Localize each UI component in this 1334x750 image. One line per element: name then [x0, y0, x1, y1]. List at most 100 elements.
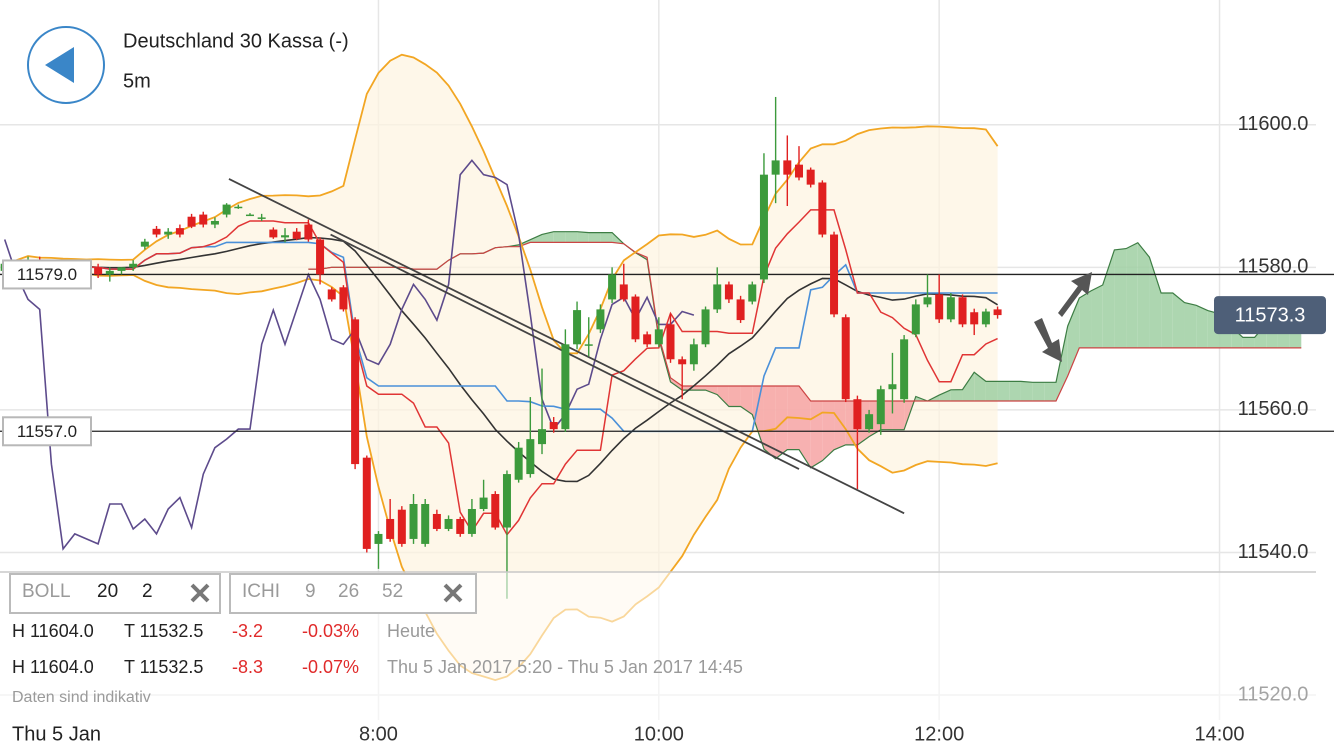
- candle-body: [806, 169, 815, 185]
- candle-body: [830, 234, 839, 315]
- candle-body: [432, 513, 441, 529]
- ichimoku-cloud: [1055, 326, 1068, 401]
- candle-body: [584, 344, 593, 346]
- candle-body: [631, 296, 640, 340]
- stat-percent: -0.03%: [302, 621, 359, 641]
- ichimoku-cloud: [553, 231, 566, 243]
- ichimoku-cloud: [950, 389, 963, 401]
- candle-body: [409, 504, 418, 539]
- candle-body: [386, 518, 395, 539]
- candle-body: [94, 267, 103, 275]
- stat-period: Thu 5 Jan 2017 5:20 - Thu 5 Jan 2017 14:…: [387, 657, 743, 677]
- candle-body: [643, 334, 652, 345]
- candle-body: [526, 439, 535, 475]
- arrow-down: [1034, 318, 1062, 362]
- ichimoku-cloud: [997, 381, 1010, 401]
- candle-body: [573, 310, 582, 345]
- candle-body: [981, 311, 990, 325]
- back-arrow-icon[interactable]: [45, 47, 74, 83]
- boll-chip[interactable]: BOLL 20 2: [9, 573, 221, 614]
- candle-body: [421, 504, 430, 544]
- stat-change: -3.2: [232, 621, 263, 641]
- candle-body: [234, 206, 243, 209]
- y-tick-label: 11580.0: [1238, 256, 1309, 278]
- candle-body: [304, 224, 313, 240]
- ichimoku-cloud: [1161, 292, 1173, 348]
- ichimoku-cloud: [1044, 382, 1056, 401]
- chip-box[interactable]: [9, 573, 221, 614]
- candle-body: [538, 429, 547, 445]
- candle-body: [187, 216, 196, 227]
- ichimoku-cloud: [1102, 249, 1115, 348]
- ichimoku-cloud: [939, 389, 951, 401]
- x-tick-label: 8:00: [359, 723, 398, 745]
- candle-body: [374, 533, 383, 544]
- candle-body: [491, 494, 500, 528]
- candle-body: [724, 284, 733, 300]
- candle-body: [958, 297, 967, 325]
- candle-body: [783, 160, 792, 175]
- candle-body: [841, 317, 850, 400]
- candle-body: [923, 297, 932, 305]
- candle-body: [397, 509, 406, 544]
- ichimoku-cloud: [728, 386, 741, 407]
- candle-body: [199, 214, 208, 225]
- stat-low: T 11532.5: [124, 621, 203, 641]
- ichimoku-cloud: [752, 386, 764, 450]
- ichimoku-cloud: [892, 400, 905, 430]
- stat-high: H 11604.0: [12, 621, 94, 641]
- remove-icon[interactable]: [443, 583, 463, 603]
- candle-body: [467, 508, 476, 534]
- x-tick-label: 12:00: [914, 723, 964, 745]
- ichimoku-cloud: [1067, 297, 1080, 377]
- ichimoku-cloud: [542, 231, 554, 243]
- ichimoku-cloud: [1126, 242, 1138, 348]
- indicator-param: 52: [382, 581, 403, 602]
- ichimoku-cloud: [1091, 284, 1103, 348]
- ichi-chip[interactable]: ICHI 9 26 52: [229, 573, 477, 614]
- y-tick-label: 11600.0: [1238, 113, 1309, 135]
- instrument-title: Deutschland 30 Kassa (-): [123, 30, 349, 52]
- candle-body: [759, 174, 768, 280]
- candle-body: [608, 274, 617, 300]
- ichimoku-cloud: [834, 400, 846, 450]
- chip-box[interactable]: [229, 573, 477, 614]
- candle-body: [175, 228, 184, 235]
- candle-body: [444, 518, 453, 529]
- ichimoku-cloud: [600, 232, 613, 243]
- ichimoku-cloud: [798, 386, 811, 468]
- arrow-up: [1058, 272, 1092, 317]
- bollinger-fill: [4, 54, 998, 681]
- candle-body: [479, 497, 488, 509]
- y-tick-label: 11560.0: [1238, 398, 1309, 420]
- interval: 5m: [123, 70, 151, 92]
- stat-period: Heute: [387, 621, 435, 641]
- ichimoku-cloud: [1020, 381, 1033, 401]
- x-axis-strip: [0, 720, 1334, 750]
- back-button[interactable]: [27, 26, 105, 104]
- candle-body: [316, 239, 325, 275]
- candle-body: [818, 182, 827, 235]
- candle-body: [748, 284, 757, 302]
- candle-body: [666, 324, 675, 360]
- candle-body: [152, 228, 161, 235]
- plot-area: 11520.011540.011560.011580.011600.011579…: [0, 0, 1334, 720]
- candle-body: [514, 447, 523, 480]
- ichimoku-cloud: [1114, 248, 1127, 348]
- date-label: Thu 5 Jan: [12, 723, 101, 745]
- ichimoku-cloud: [1137, 242, 1150, 348]
- candle-body: [888, 384, 897, 390]
- candle-body: [456, 518, 465, 534]
- candle-body: [678, 359, 687, 365]
- candle-body: [281, 235, 290, 238]
- stat-change: -8.3: [232, 657, 263, 677]
- candle-body: [993, 309, 1002, 316]
- ichimoku-cloud: [588, 232, 601, 243]
- candle-body: [222, 204, 231, 215]
- candle-body: [362, 457, 371, 549]
- candle-body: [853, 399, 862, 430]
- remove-icon[interactable]: [190, 583, 210, 603]
- candle-body: [140, 241, 149, 247]
